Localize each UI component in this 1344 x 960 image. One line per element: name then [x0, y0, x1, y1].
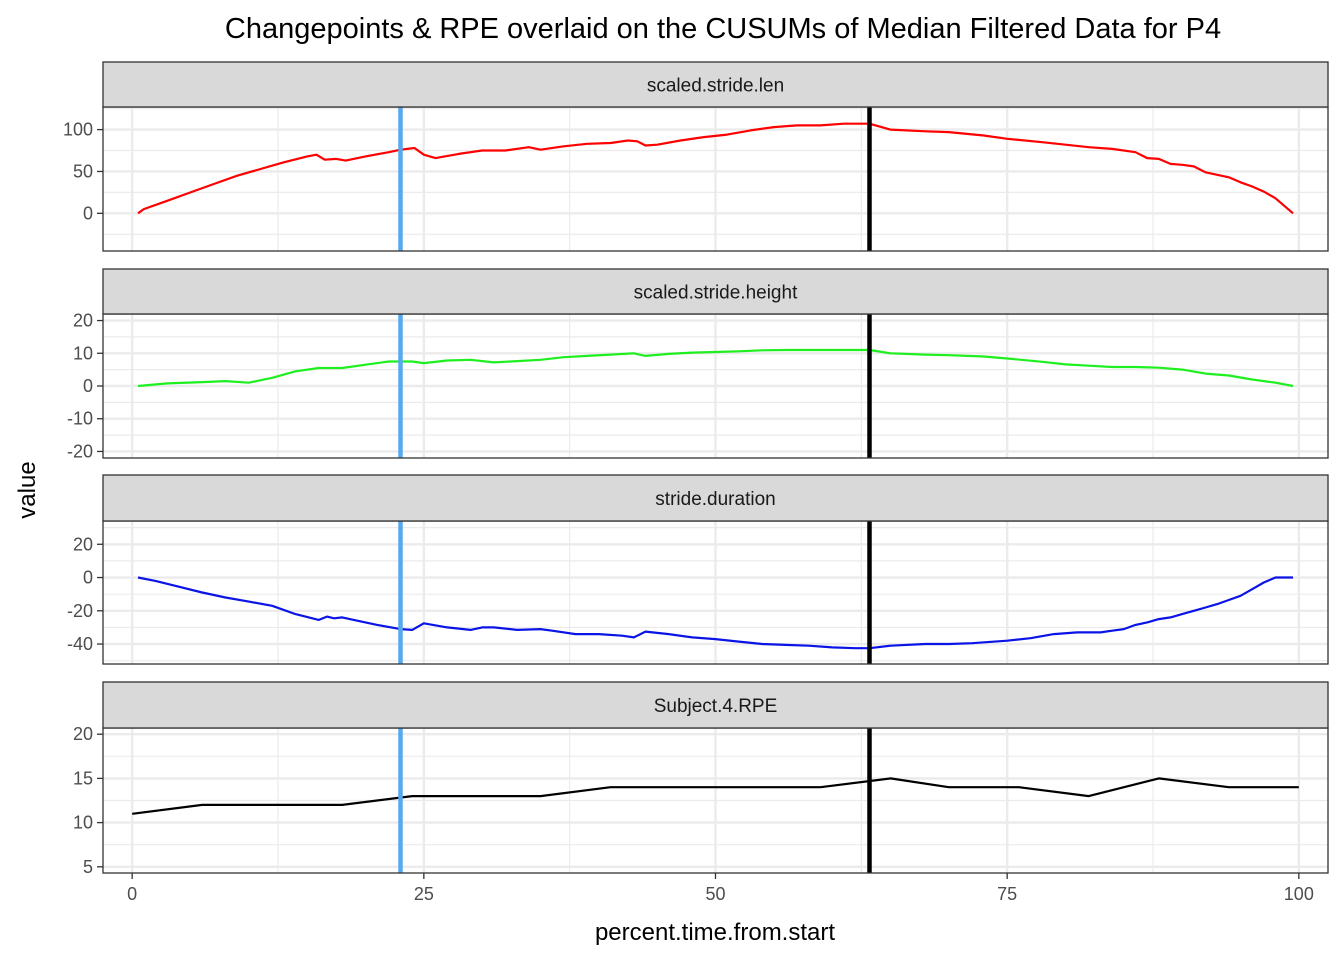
x-tick-label: 25: [414, 884, 434, 904]
y-tick-label: 5: [83, 857, 93, 877]
y-tick-label: 20: [73, 724, 93, 744]
x-axis-title: percent.time.from.start: [595, 919, 835, 946]
y-tick-label: 100: [63, 120, 93, 140]
y-tick-label: -40: [67, 634, 93, 654]
series-line: [132, 777, 1299, 815]
chart-title: Changepoints & RPE overlaid on the CUSUM…: [225, 13, 1221, 45]
y-tick-label: -20: [67, 601, 93, 621]
y-tick-label: 20: [73, 311, 93, 331]
x-tick-label: 0: [127, 884, 137, 904]
facet-panel: stride.duration -40 -20 0 20: [67, 474, 1329, 665]
facet-strip-label: scaled.stride.len: [647, 76, 784, 97]
y-tick-label: 50: [73, 161, 93, 181]
series-line: [137, 348, 1294, 388]
x-tick-label: 100: [1284, 884, 1314, 904]
series-line: [137, 122, 1294, 215]
facet-panel: scaled.stride.height -20 -10 0 10 20: [67, 268, 1329, 461]
y-tick-label: 10: [73, 343, 93, 363]
facet-strip: [102, 61, 1329, 108]
facet-panels: scaled.stride.len050100scaled.stride.hei…: [63, 61, 1329, 877]
facet-strip-label: Subject.4.RPE: [654, 696, 778, 717]
facet-strip: [102, 268, 1329, 315]
series-line: [137, 576, 1293, 650]
facet-panel: Subject.4.RPE 5 10 15 20: [73, 681, 1329, 877]
facet-strip-label: scaled.stride.height: [634, 283, 798, 304]
y-tick-label: -20: [67, 441, 93, 461]
x-tick-label: 50: [705, 884, 725, 904]
y-tick-label: 0: [83, 376, 93, 396]
y-tick-label: 10: [73, 813, 93, 833]
y-tick-label: 0: [83, 203, 93, 223]
y-axis-title: value: [14, 461, 41, 518]
facet-panel: scaled.stride.len 0 50 100: [63, 61, 1329, 252]
y-tick-label: 20: [73, 534, 93, 554]
y-tick-label: -10: [67, 409, 93, 429]
x-axis: 0 25 50 75 100: [127, 873, 1314, 904]
y-tick-label: 15: [73, 768, 93, 788]
y-tick-label: 0: [83, 568, 93, 588]
facet-strip: [102, 681, 1329, 729]
x-tick-label: 75: [997, 884, 1017, 904]
facet-strip: [102, 474, 1329, 522]
facet-strip-label: stride.duration: [655, 489, 775, 510]
